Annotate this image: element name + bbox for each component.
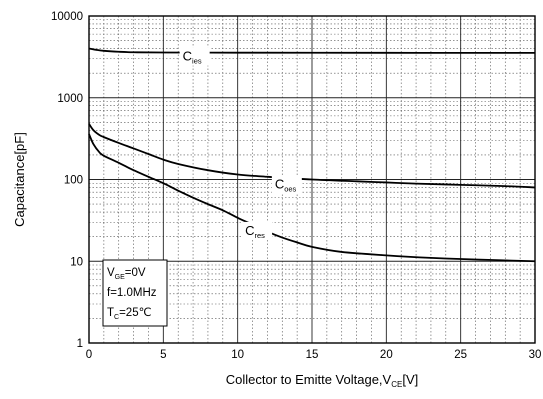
series-label-bg-oes (271, 175, 302, 194)
condition-sub: C (114, 314, 119, 321)
conditions-box (102, 259, 168, 327)
x-axis-title-main: Collector to Emitte Voltage,V (226, 372, 392, 387)
y-tick-label: 1000 (57, 93, 83, 105)
condition-main: V (107, 267, 115, 279)
x-tick-label: 5 (160, 349, 166, 361)
condition-main: T (107, 307, 114, 319)
y-tick-label: 10 (70, 256, 83, 268)
condition-line: f=1.0MHz (107, 287, 157, 299)
x-axis-title: Collector to Emitte Voltage,VCE[V] (226, 372, 419, 389)
y-tick-label: 10000 (51, 11, 83, 23)
x-axis-title-sub: CE (391, 380, 402, 389)
series-label-bg-ies (179, 47, 210, 66)
condition-rest: =0V (125, 267, 146, 279)
series-line-res (88, 133, 536, 263)
series-label-res: Cres (245, 223, 265, 240)
condition-line: TC=25℃ (107, 307, 152, 321)
x-tick-label: 15 (306, 349, 319, 361)
series-label-main-oes: C (275, 176, 284, 191)
series-label-bg-res (242, 221, 273, 240)
series-label-sub-res: res (254, 231, 265, 240)
plot-frame (88, 15, 536, 344)
condition-rest: =25℃ (119, 307, 152, 319)
condition-sub: GE (115, 274, 125, 281)
series-label-sub-ies: ies (192, 57, 202, 66)
series-label-oes: Coes (275, 176, 297, 193)
x-axis-title-unit: [V] (402, 372, 418, 387)
condition-main: f=1.0MHz (107, 287, 157, 299)
series-label-sub-oes: oes (284, 184, 296, 193)
x-tick-label: 20 (380, 349, 393, 361)
y-tick-label: 1 (77, 338, 83, 350)
x-tick-label: 10 (231, 349, 244, 361)
condition-line: VGE=0V (107, 267, 146, 281)
series-line-oes (88, 123, 536, 189)
x-tick-label: 0 (86, 349, 92, 361)
series-label-main-ies: C (183, 49, 192, 64)
series-line-ies (88, 47, 536, 54)
series-label-ies: Cies (183, 49, 202, 66)
y-tick-label: 100 (64, 175, 83, 187)
y-axis-title: Capacitance[pF] (12, 132, 27, 227)
x-tick-label: 30 (529, 349, 542, 361)
x-tick-label: 25 (454, 349, 467, 361)
series-label-main-res: C (245, 223, 254, 238)
